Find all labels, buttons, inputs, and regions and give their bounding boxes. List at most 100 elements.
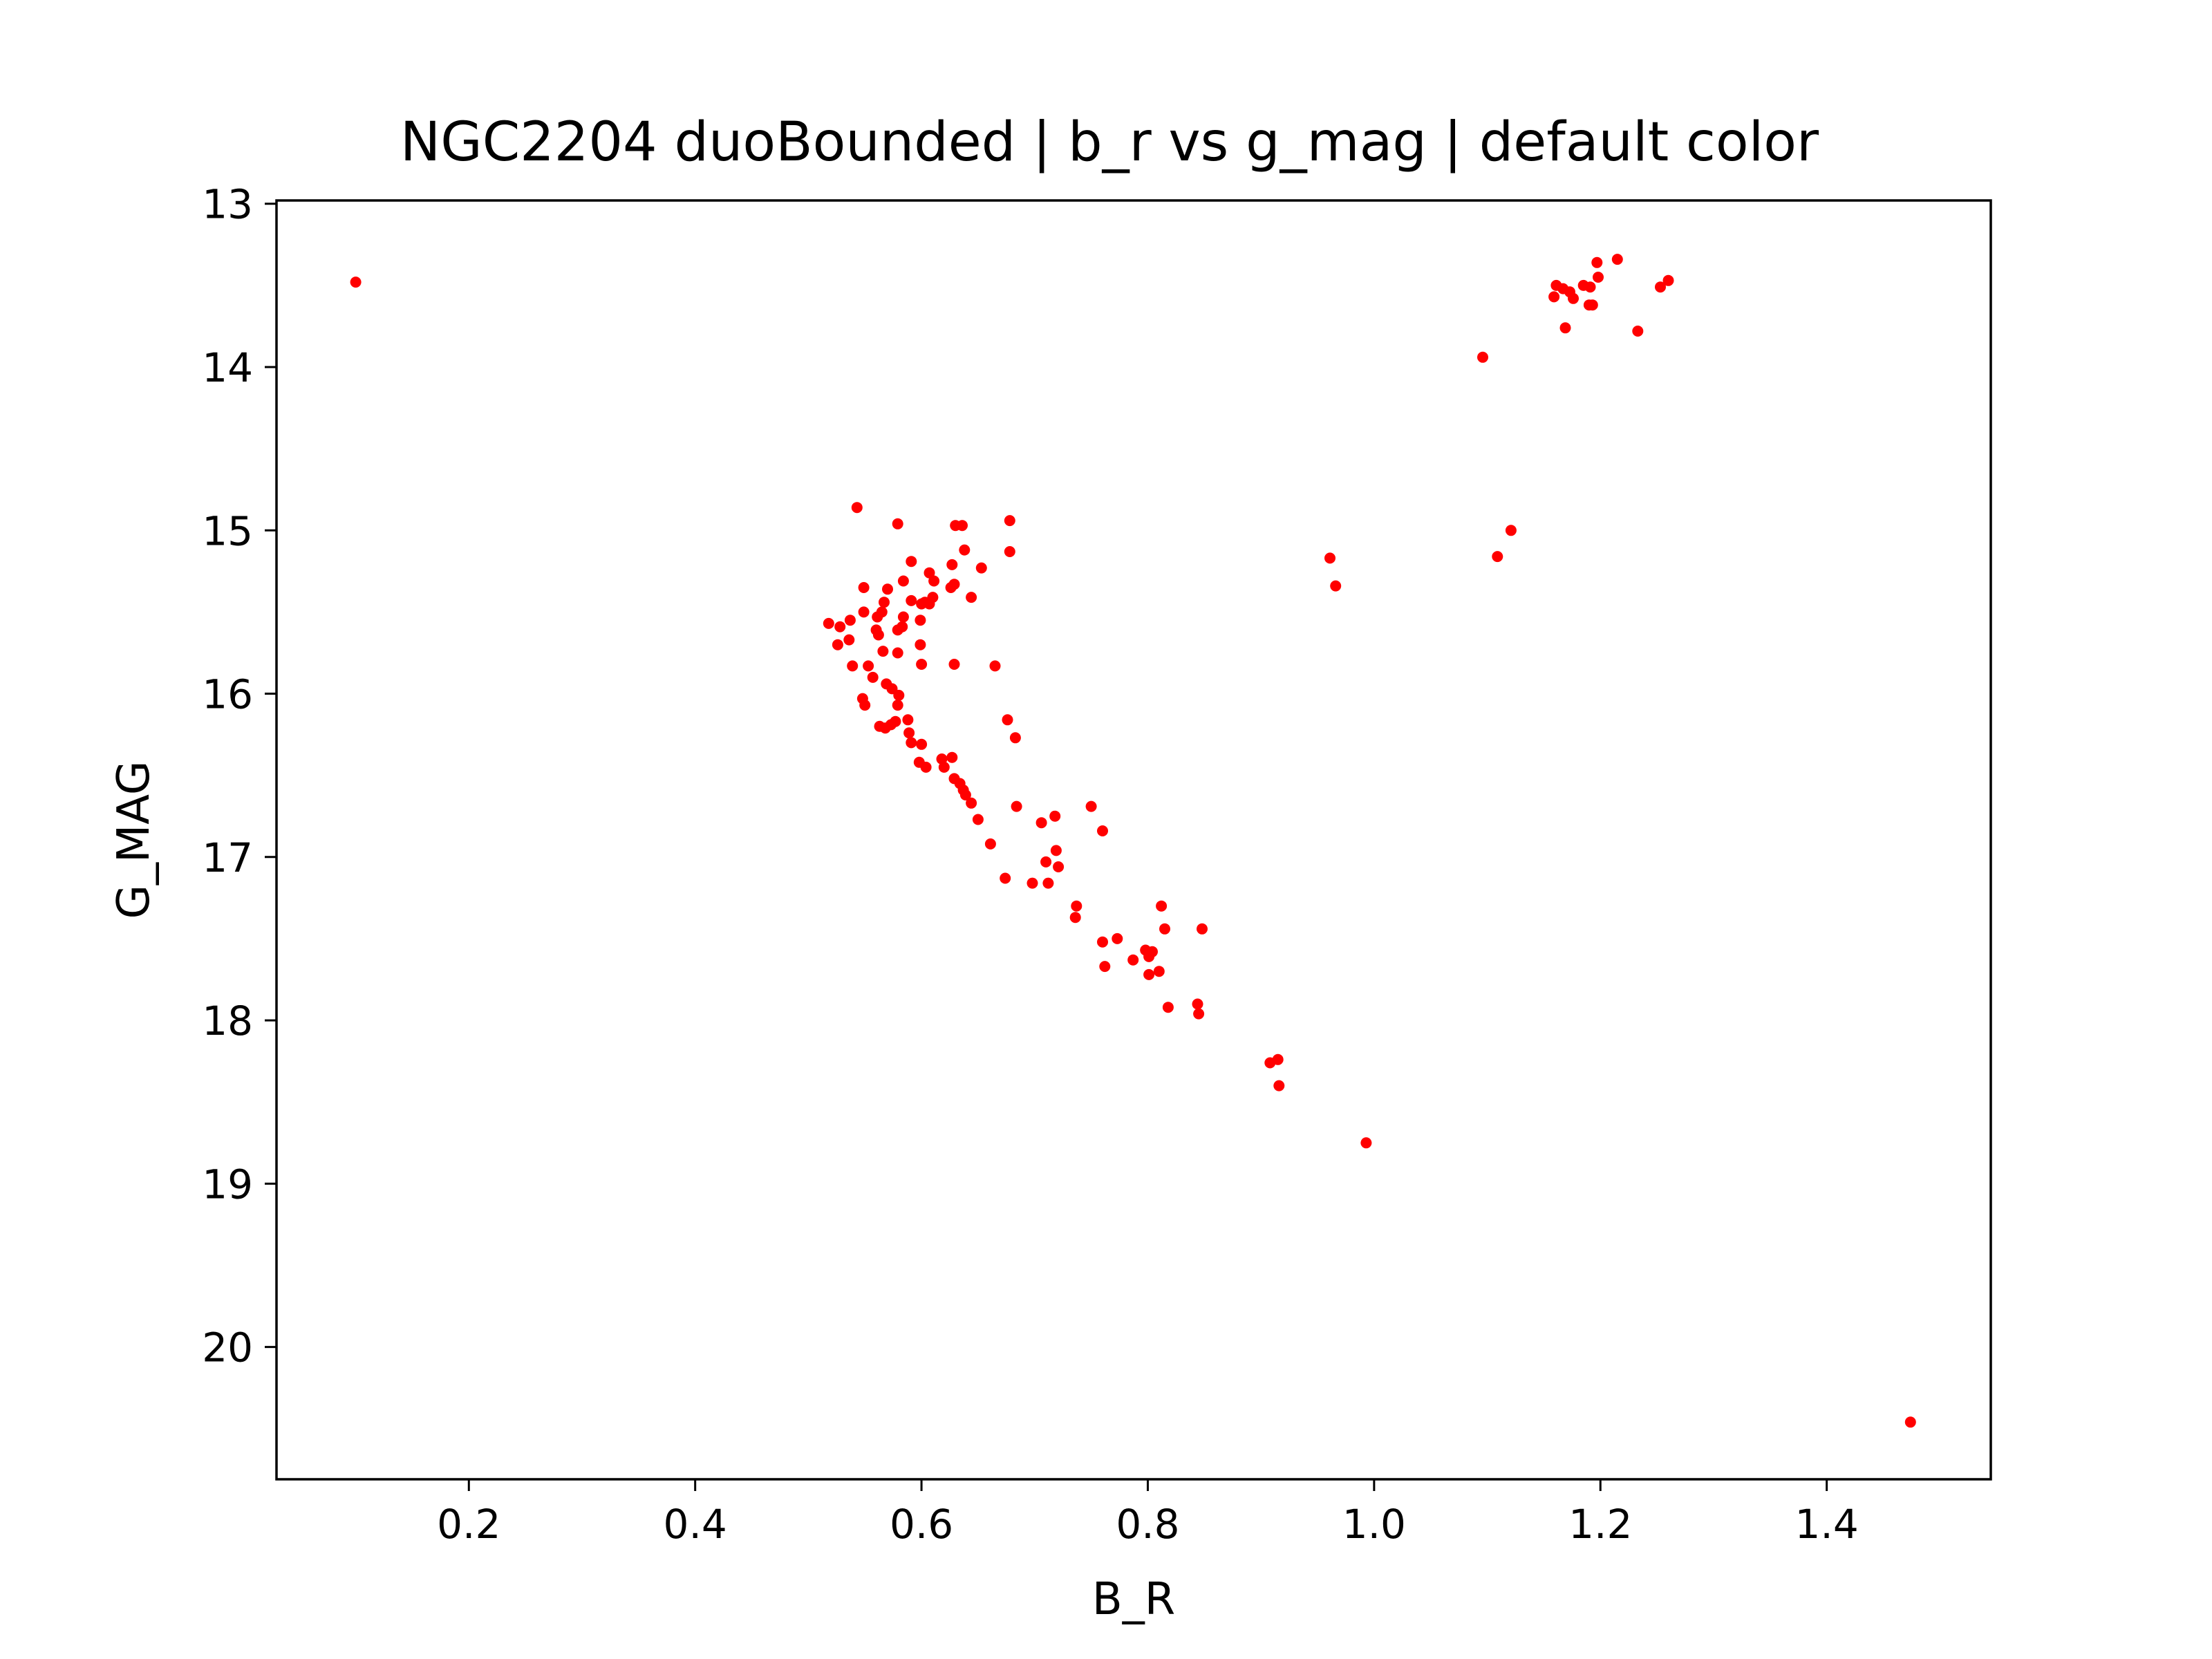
data-point [916,598,928,610]
data-point [972,814,984,825]
data-point [1050,845,1062,856]
data-point [902,714,914,726]
data-point [959,789,971,800]
data-point [1477,351,1488,363]
data-point [916,738,928,750]
x-tick-label: 0.4 [664,1501,727,1548]
data-point [1492,551,1503,563]
data-point [906,556,917,568]
data-point [1197,923,1208,935]
data-point [1193,1008,1205,1020]
chart-title: NGC2204 duoBounded | b_r vs g_mag | defa… [400,111,1819,174]
data-point [966,592,977,603]
data-point [872,611,883,623]
data-point [893,689,905,701]
data-point [882,583,893,595]
data-point [1559,322,1571,334]
data-point [920,761,932,773]
data-point [1112,932,1123,944]
data-point [1632,326,1644,337]
data-point [892,647,903,659]
data-points [350,254,1916,1428]
data-point [1662,274,1674,286]
data-point [834,621,846,632]
data-point [1071,900,1082,912]
data-point [946,751,958,763]
data-point [957,520,968,532]
data-point [1002,714,1013,726]
data-point [1085,800,1097,812]
data-point [989,660,1001,672]
data-point [1324,552,1335,564]
data-point [1004,546,1015,557]
data-point [843,634,855,646]
x-tick-label: 1.0 [1342,1501,1406,1548]
data-point [892,518,903,529]
data-point [1611,254,1623,265]
data-point [1568,292,1579,304]
data-point [1153,966,1165,977]
y-tick-label: 13 [202,181,253,228]
data-point [851,502,863,514]
x-axis: 0.2 0.4 0.6 0.8 1.0 1.2 1.4 [437,1479,1859,1548]
data-point [863,660,874,672]
data-point [879,597,890,608]
data-point [1011,800,1022,812]
data-point [897,621,908,632]
data-point [945,582,957,593]
plot-area [276,200,1991,1479]
data-point [966,797,977,809]
data-point [924,598,935,610]
data-point [823,617,834,629]
data-point [938,761,950,773]
data-point [906,594,917,606]
data-point [1192,998,1203,1010]
data-point [1042,877,1054,889]
plot-background [276,200,1991,1479]
x-tick-label: 1.2 [1568,1501,1632,1548]
data-point [1000,872,1011,884]
data-point [1127,954,1139,966]
data-point [879,722,891,734]
data-point [858,606,870,618]
data-point [1035,817,1047,829]
data-point [867,671,879,683]
data-point [1156,900,1168,912]
data-point [946,559,958,570]
data-point [877,646,889,657]
y-tick-label: 18 [202,997,253,1044]
data-point [916,659,928,670]
x-tick-label: 0.2 [437,1501,500,1548]
data-point [1099,961,1111,973]
data-point [1004,515,1015,527]
data-point [1097,825,1108,836]
data-point [897,575,909,587]
data-point [1049,810,1061,822]
data-point [1069,912,1081,924]
data-point [959,544,971,556]
y-tick-label: 17 [202,834,253,881]
data-point [1264,1057,1276,1069]
data-point [928,575,940,587]
data-point [915,639,926,650]
data-point [1027,877,1038,889]
data-point [906,737,917,749]
data-point [1584,281,1596,293]
data-point [1053,861,1065,872]
data-point [844,615,856,626]
data-point [975,562,987,574]
data-point [1273,1080,1285,1091]
data-point [1009,732,1021,744]
y-tick-label: 15 [202,507,253,554]
data-point [948,659,960,670]
x-tick-label: 0.6 [890,1501,953,1548]
y-tick-label: 20 [202,1324,253,1371]
data-point [1904,1416,1916,1428]
x-axis-label: B_R [1092,1574,1175,1625]
x-tick-label: 1.4 [1795,1501,1859,1548]
data-point [1162,1002,1174,1013]
data-point [872,629,884,641]
data-point [1591,256,1603,268]
data-point [1593,272,1604,283]
